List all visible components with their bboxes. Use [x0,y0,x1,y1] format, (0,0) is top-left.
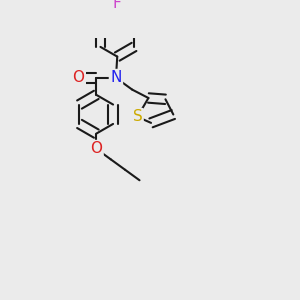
Text: O: O [90,141,102,156]
Text: O: O [73,70,85,85]
Text: S: S [133,110,142,124]
Text: N: N [110,70,122,85]
Text: F: F [113,0,122,11]
